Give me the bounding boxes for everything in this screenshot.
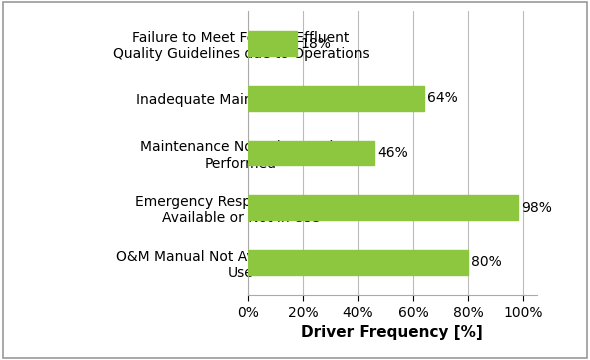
X-axis label: Driver Frequency [%]: Driver Frequency [%] (301, 325, 483, 340)
Bar (248, 250, 468, 275)
Text: 80%: 80% (471, 255, 502, 269)
Bar (248, 195, 517, 220)
Text: 64%: 64% (427, 91, 458, 105)
Bar (248, 31, 297, 56)
Text: 98%: 98% (521, 201, 552, 215)
Text: 46%: 46% (378, 146, 408, 160)
Bar (248, 86, 424, 111)
Bar (248, 141, 375, 165)
Text: 18%: 18% (301, 37, 332, 51)
